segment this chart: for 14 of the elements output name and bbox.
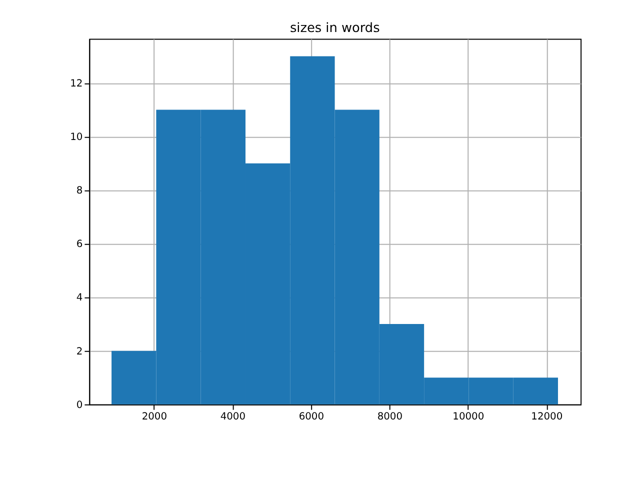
y-tick-label: 2 — [76, 346, 83, 358]
x-tick-label: 4000 — [220, 412, 246, 423]
x-tick-label: 6000 — [298, 412, 324, 423]
y-tick-label: 4 — [76, 292, 83, 304]
x-tick-label: 2000 — [142, 412, 168, 423]
y-tick-label: 12 — [70, 78, 83, 90]
y-tick-label: 6 — [76, 239, 83, 250]
chart-title: sizes in words — [290, 20, 380, 36]
x-tick-label: 12000 — [531, 412, 563, 423]
y-tick-label: 8 — [76, 186, 83, 197]
y-tick-label: 0 — [76, 400, 83, 411]
y-tick-label: 10 — [70, 132, 83, 144]
x-tick-label: 10000 — [452, 412, 484, 423]
x-tick-label: 8000 — [377, 412, 402, 423]
